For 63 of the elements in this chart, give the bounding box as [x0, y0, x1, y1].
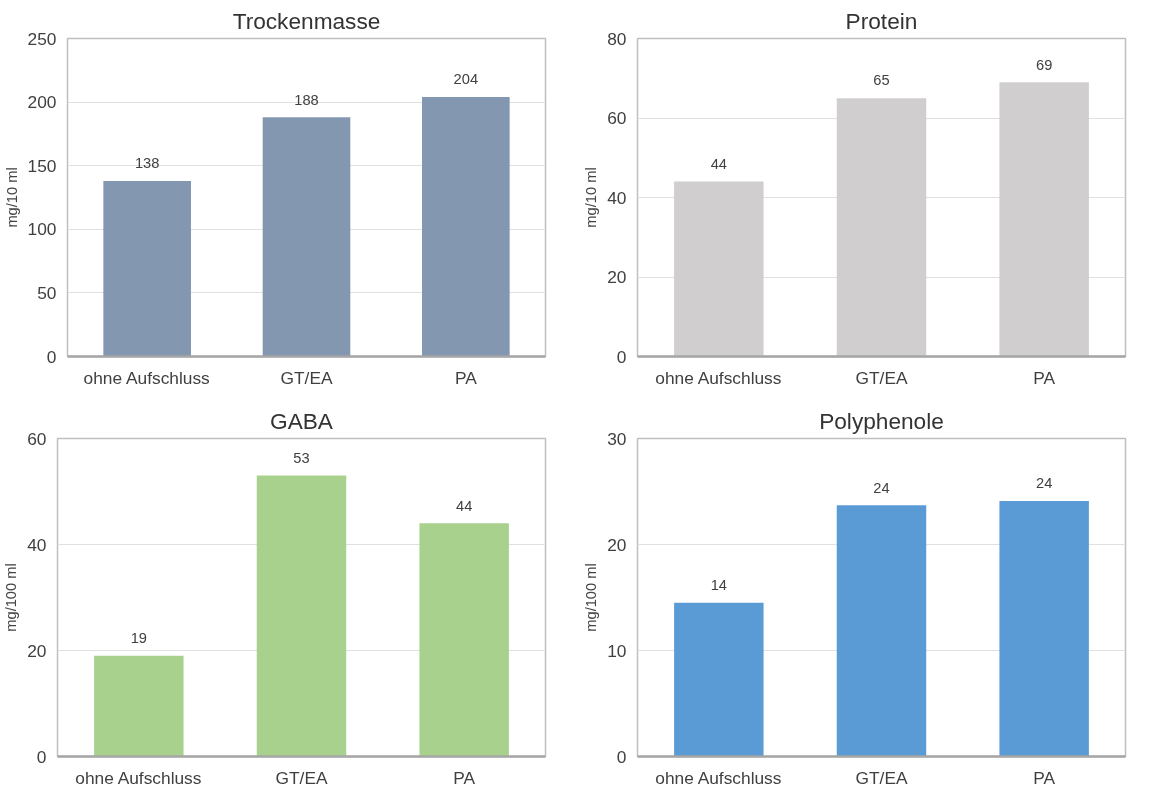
- bar: [419, 523, 509, 757]
- y-tick-label: 0: [616, 346, 627, 367]
- y-axis-title: mg/100 ml: [3, 563, 20, 632]
- y-axis-title: mg/10 ml: [583, 167, 600, 228]
- data-label: 24: [1036, 475, 1053, 492]
- bar: [999, 82, 1089, 357]
- bar: [256, 475, 347, 757]
- data-label: 19: [130, 630, 147, 647]
- data-label: 188: [294, 91, 319, 108]
- y-tick-label: 30: [607, 428, 627, 449]
- y-tick-label: 10: [607, 640, 627, 661]
- bar: [674, 181, 764, 357]
- y-tick-label: 100: [27, 219, 57, 240]
- y-tick-label: 40: [27, 534, 47, 555]
- y-axis-title: mg/100 ml: [583, 563, 600, 632]
- x-tick-label: PA: [453, 767, 476, 788]
- bar: [422, 97, 510, 357]
- x-tick-label: GT/EA: [280, 367, 333, 388]
- data-label: 69: [1036, 56, 1053, 73]
- x-tick-label: GT/EA: [855, 367, 908, 388]
- y-tick-label: 0: [46, 346, 57, 367]
- chart-title: Protein: [845, 7, 918, 34]
- data-label: 44: [456, 497, 473, 514]
- data-label: 24: [873, 479, 890, 496]
- x-tick-label: PA: [1033, 367, 1056, 388]
- bar: [999, 501, 1089, 757]
- chart-title: Trockenmasse: [232, 7, 381, 34]
- x-tick-label: ohne Aufschluss: [655, 767, 782, 788]
- x-tick-label: PA: [454, 367, 478, 388]
- chart-title: Polyphenole: [819, 407, 944, 434]
- bar: [674, 602, 764, 757]
- chart-title: GABA: [270, 407, 334, 434]
- data-label: 14: [710, 577, 727, 594]
- bar: [103, 180, 191, 357]
- data-label: 44: [710, 155, 727, 172]
- data-label: 204: [453, 71, 479, 88]
- y-tick-label: 60: [607, 108, 627, 128]
- bar: [94, 655, 184, 757]
- y-tick-label: 150: [27, 155, 57, 176]
- y-tick-label: 60: [27, 428, 47, 449]
- x-tick-label: GT/EA: [275, 767, 328, 788]
- y-axis-title: mg/10 ml: [3, 167, 20, 228]
- y-tick-label: 0: [36, 746, 47, 767]
- y-tick-label: 50: [37, 282, 57, 303]
- y-tick-label: 250: [27, 28, 57, 49]
- x-tick-label: ohne Aufschluss: [75, 767, 202, 788]
- bar: [262, 117, 351, 357]
- y-tick-label: 20: [607, 534, 627, 555]
- y-tick-label: 80: [607, 28, 627, 49]
- data-label: 138: [134, 155, 160, 172]
- bar: [836, 505, 927, 757]
- x-tick-label: GT/EA: [855, 767, 908, 788]
- bar: [836, 98, 927, 357]
- x-tick-label: PA: [1033, 767, 1056, 788]
- y-tick-label: 200: [27, 92, 57, 113]
- data-label: 65: [873, 72, 890, 89]
- y-tick-label: 40: [607, 187, 627, 208]
- x-tick-label: ohne Aufschluss: [655, 367, 782, 388]
- x-tick-label: ohne Aufschluss: [83, 367, 211, 388]
- y-tick-label: 20: [27, 640, 47, 661]
- y-tick-label: 0: [616, 746, 627, 767]
- data-label: 53: [293, 449, 310, 466]
- y-tick-label: 20: [607, 267, 627, 287]
